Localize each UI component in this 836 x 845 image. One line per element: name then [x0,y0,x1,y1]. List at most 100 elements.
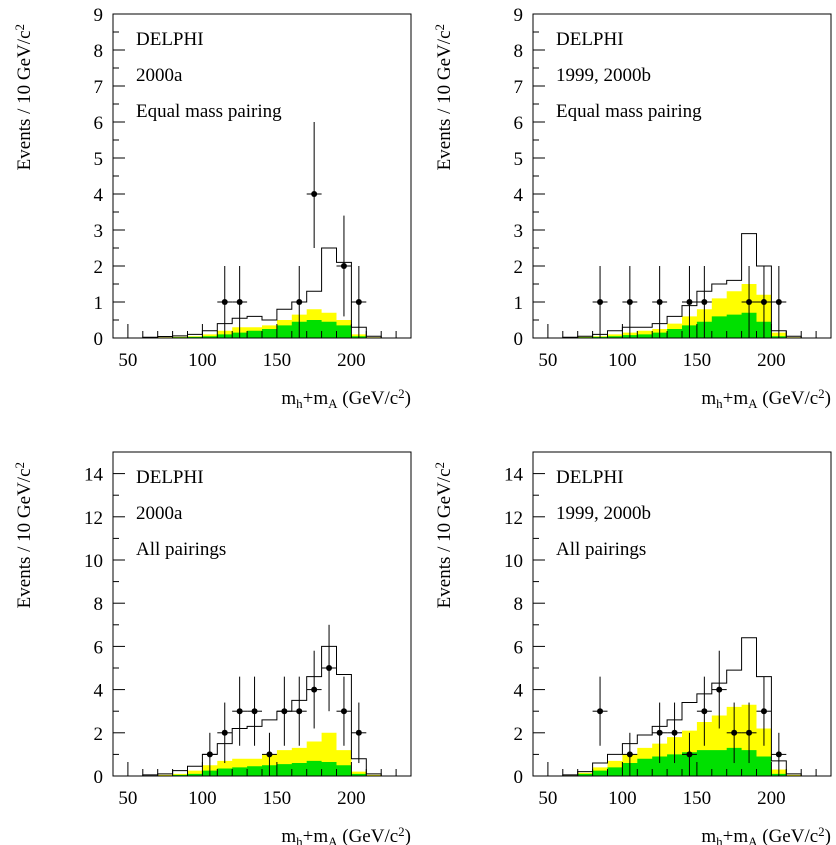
data-point [326,665,333,671]
x-tick-label: 200 [337,788,366,809]
x-label-m: m [701,826,716,845]
x-label-h-subscript: h [296,396,303,411]
plot-frame [112,13,412,339]
y-tick-label: 2 [94,257,104,278]
y-label-text: Events / 10 GeV/c [434,31,455,171]
x-label-a-subscript: A [328,834,338,845]
x-label-h-subscript: h [716,396,723,411]
data-point [686,751,693,758]
y-tick-label: 8 [94,41,104,62]
y-tick-label: 4 [94,681,104,702]
y-tick-label: 7 [514,77,524,98]
data-point [701,708,708,715]
x-tick-label: 50 [538,788,557,809]
y-tick-label: 0 [94,329,104,350]
y-tick-label: 9 [94,5,104,26]
y-axis-label: Events / 10 GeV/c2 [432,462,455,608]
data-point [671,729,678,736]
x-label-a-subscript: A [748,396,758,411]
total-background-histogram [113,247,411,339]
y-tick-label: 3 [94,221,104,242]
y-tick-label: 7 [94,77,104,98]
y-tick-label: 8 [514,594,524,615]
y-label-text: Events / 10 GeV/c [434,469,455,609]
x-tick-label: 150 [263,350,292,371]
data-point [686,299,693,305]
y-tick-label: 2 [94,724,104,745]
data-point [221,299,228,305]
panel-3: 0 2 4 6 8 10 12 14 50 100 150 200 DELPHI 2000a All pai… [12,451,412,845]
data-point [206,751,213,758]
y-tick-label: 4 [94,185,104,206]
y-label-text: Events / 10 GeV/c [14,469,35,609]
data-point [626,751,633,758]
data-point [355,729,362,736]
data-point [311,191,318,197]
data-point [296,708,303,715]
plot-frame [112,451,412,777]
x-label-plus-m: +m [303,388,329,409]
y-tick-label: 6 [94,637,104,658]
panel-annotation: DELPHI [556,467,624,488]
x-label-unit: (GeV/c [758,826,819,845]
data-point [266,751,273,758]
x-tick-label: 200 [337,350,366,371]
data-point [597,299,604,305]
y-tick-label: 12 [84,508,103,529]
y-label-text: Events / 10 GeV/c [14,31,35,171]
data-point [355,299,362,305]
x-label-plus-m: +m [723,826,749,845]
y-tick-label: 9 [514,5,524,26]
x-label-m: m [701,388,716,409]
x-label-unit-superscript: 2 [818,824,825,839]
x-axis-label: mh+mA (GeV/c2) [701,386,831,411]
x-label-a-subscript: A [328,396,338,411]
data-point [236,708,243,715]
x-label-m: m [281,826,296,845]
data-point [746,729,753,736]
y-axis-label: Events / 10 GeV/c2 [12,24,35,170]
data-point [340,263,347,269]
y-tick-label: 12 [504,508,523,529]
panel-annotation: DELPHI [136,467,204,488]
y-label-superscript: 2 [432,24,447,31]
y-tick-label: 0 [514,767,524,788]
data-point [716,686,723,693]
y-axis-label: Events / 10 GeV/c2 [12,462,35,608]
x-tick-label: 100 [608,350,637,371]
data-point [656,729,663,736]
y-tick-label: 10 [504,551,523,572]
data-point [251,708,258,715]
y-tick-label: 6 [514,637,524,658]
x-tick-label: 150 [683,350,712,371]
data-point [236,299,243,305]
x-label-plus-m: +m [723,388,749,409]
y-tick-label: 10 [84,551,103,572]
data-point [746,299,753,305]
y-tick-label: 5 [94,149,104,170]
x-label-m: m [281,388,296,409]
y-label-superscript: 2 [432,462,447,469]
data-point [340,708,347,715]
green-background-histogram [533,747,831,776]
panel-annotation: 2000a [136,503,183,524]
y-tick-label: 6 [94,113,104,134]
x-tick-label: 200 [757,350,786,371]
y-tick-label: 6 [514,113,524,134]
x-tick-label: 100 [188,350,217,371]
y-tick-label: 1 [94,293,104,314]
panel-1: 0 1 2 3 4 5 6 7 8 9 50 100 150 200 DELPHI 2000a Equal ma… [12,5,412,411]
panel-annotation: DELPHI [136,29,204,50]
y-tick-label: 14 [504,465,524,486]
panel-annotation: 1999, 2000b [556,503,651,524]
x-axis-label: mh+mA (GeV/c2) [281,824,411,845]
y-tick-label: 0 [94,767,104,788]
x-label-unit-superscript: 2 [398,386,405,401]
x-axis-label: mh+mA (GeV/c2) [281,386,411,411]
plot-frame [532,13,832,339]
panel-4: 0 2 4 6 8 10 12 14 50 100 150 200 DELPHI 1999, 2000b A… [432,451,832,845]
y-tick-label: 8 [94,594,104,615]
data-point [656,299,663,305]
x-label-h-subscript: h [716,834,723,845]
